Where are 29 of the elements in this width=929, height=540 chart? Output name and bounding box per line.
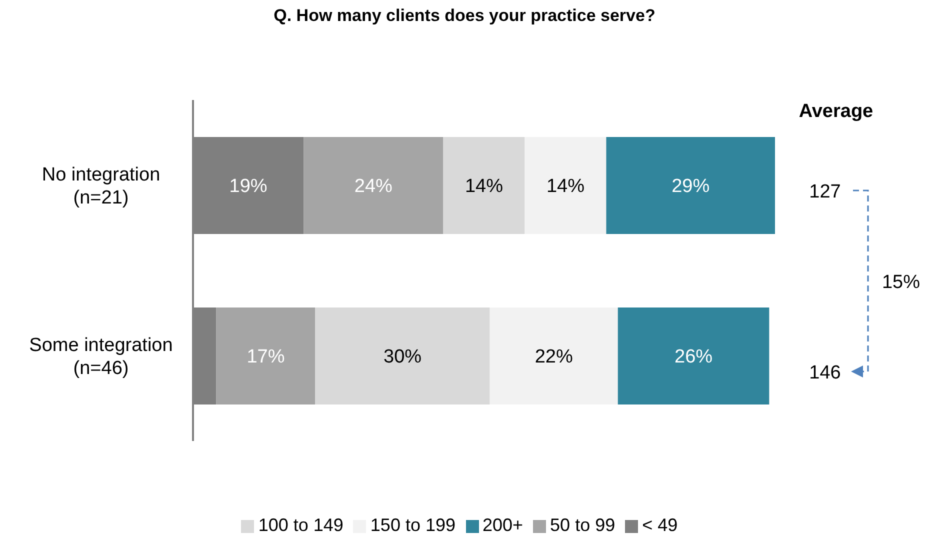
legend-label: 100 to 149 <box>258 515 344 535</box>
data-label: 17% <box>246 346 285 368</box>
bar <box>216 308 316 404</box>
text: Average <box>798 101 874 122</box>
bar <box>524 137 606 234</box>
chart-title: Q. How many clients does your practice serve? <box>272 6 656 26</box>
data-label: 24% <box>354 176 393 198</box>
legend-label: 200+ <box>482 515 524 535</box>
bar <box>618 308 770 404</box>
bar <box>606 137 775 234</box>
data-label: 29% <box>672 176 710 198</box>
y-tick-label: Some integration (n=46) <box>29 334 173 379</box>
bar <box>304 137 444 234</box>
legend-label: 50 to 99 <box>550 515 616 535</box>
text: 15% <box>882 272 920 293</box>
data-label: 19% <box>229 176 268 198</box>
data-label: 26% <box>674 346 713 368</box>
y-tick-label: No integration (n=21) <box>42 164 160 208</box>
legend-label: < 49 <box>642 515 678 535</box>
data-label: 14% <box>464 176 504 198</box>
legend-label: 150 to 199 <box>370 515 456 535</box>
data-label: 30% <box>384 346 422 368</box>
data-label: 14% <box>546 176 585 198</box>
bar <box>315 308 490 404</box>
bar <box>443 137 525 234</box>
bar <box>490 308 618 404</box>
data-label: 22% <box>534 346 573 368</box>
text: 127 <box>809 182 841 202</box>
text: 146 <box>809 362 841 384</box>
